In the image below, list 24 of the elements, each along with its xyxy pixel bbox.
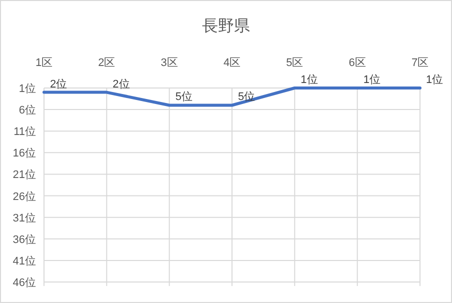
x-tick-label: 4区 <box>223 57 241 69</box>
x-tick-label: 7区 <box>411 57 429 69</box>
y-tick-label: 36位 <box>12 234 36 246</box>
y-tick-label: 16位 <box>12 148 36 160</box>
y-tick-label: 11位 <box>14 126 36 138</box>
data-label: 5位 <box>175 91 192 104</box>
y-tick-label: 6位 <box>18 104 36 117</box>
y-tick-label: 1位 <box>18 83 36 95</box>
data-label: 2位 <box>50 78 68 90</box>
y-tick-label: 26位 <box>12 190 36 203</box>
x-tick-label: 5区 <box>286 57 304 69</box>
data-label: 2位 <box>112 78 130 90</box>
y-tick-label: 41位 <box>12 255 36 268</box>
y-tick-label: 21位 <box>12 169 36 182</box>
x-tick-label: 6区 <box>348 57 366 69</box>
x-tick-label: 1区 <box>35 57 53 69</box>
x-tick-label: 3区 <box>160 57 178 69</box>
y-tick-label: 46位 <box>12 277 36 289</box>
data-label: 1位 <box>426 74 444 86</box>
x-tick-label: 2区 <box>98 57 116 69</box>
data-label: 1位 <box>300 74 318 86</box>
data-label: 1位 <box>363 74 380 86</box>
chart-title: 長野県 <box>202 18 250 35</box>
y-tick-label: 31位 <box>12 212 36 224</box>
